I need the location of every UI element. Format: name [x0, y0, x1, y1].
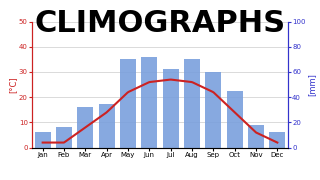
Bar	[248, 125, 264, 148]
Bar	[163, 69, 179, 148]
Text: CLIMOGRAPHS: CLIMOGRAPHS	[35, 9, 285, 38]
Bar	[227, 91, 243, 148]
Bar	[184, 59, 200, 148]
Bar	[205, 72, 221, 148]
Bar	[120, 59, 136, 148]
Bar	[99, 103, 115, 148]
Y-axis label: [°C]: [°C]	[8, 76, 18, 93]
Y-axis label: [mm]: [mm]	[307, 73, 316, 96]
Bar	[56, 127, 72, 148]
Bar	[35, 132, 51, 148]
Bar	[269, 132, 285, 148]
Bar	[77, 107, 93, 148]
Bar	[141, 57, 157, 148]
